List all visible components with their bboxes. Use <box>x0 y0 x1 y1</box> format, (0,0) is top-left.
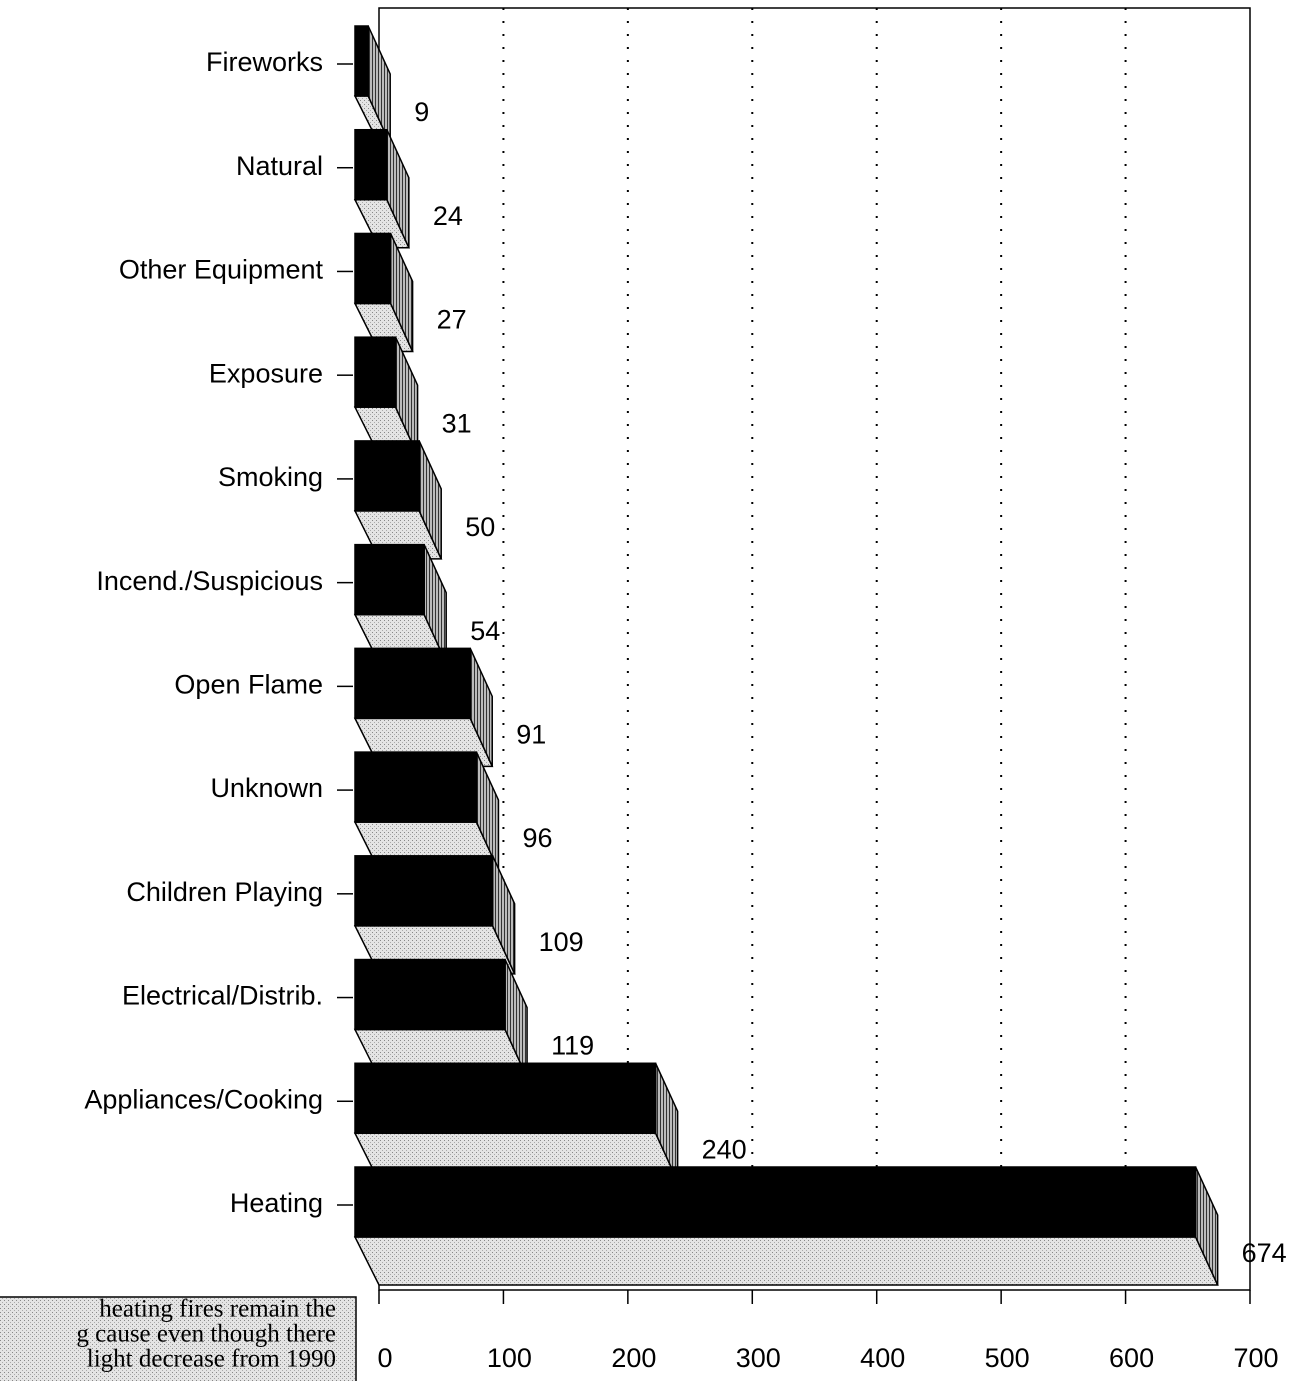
annotation-line: g cause even though there <box>76 1321 336 1348</box>
value-label: 24 <box>433 201 463 231</box>
value-label: 96 <box>522 823 552 853</box>
bar-bottom-face <box>353 1236 1219 1286</box>
value-label: 9 <box>414 97 429 127</box>
bar <box>354 958 506 1031</box>
y-tick-label: Other Equipment <box>119 255 324 285</box>
y-tick-label: Heating <box>230 1188 323 1218</box>
value-label: 27 <box>437 305 467 335</box>
bar <box>354 751 478 823</box>
bar <box>354 336 397 408</box>
value-label: 119 <box>551 1031 594 1061</box>
y-tick-label: Unknown <box>210 773 323 803</box>
y-tick-label: Open Flame <box>174 669 323 699</box>
x-tick-label: 300 <box>736 1343 781 1373</box>
value-label: 50 <box>465 512 495 542</box>
value-label: 674 <box>1242 1238 1287 1268</box>
x-tick-label: 600 <box>1109 1343 1154 1373</box>
y-tick-label: Natural <box>236 151 323 181</box>
value-label: 91 <box>516 719 546 749</box>
x-tick-label: 700 <box>1233 1343 1278 1373</box>
bar <box>354 855 494 927</box>
value-label: 31 <box>442 408 472 438</box>
y-tick-label: Electrical/Distrib. <box>122 981 323 1011</box>
bar <box>354 440 420 512</box>
bar <box>354 128 388 201</box>
bar <box>354 232 392 305</box>
bar <box>354 1166 1197 1238</box>
y-tick-label: Fireworks <box>206 47 323 77</box>
bar <box>354 1062 657 1135</box>
x-tick-label: 100 <box>487 1343 532 1373</box>
y-tick-label: Children Playing <box>126 877 323 907</box>
value-label: 54 <box>470 616 500 646</box>
bar <box>354 543 425 616</box>
bar <box>354 647 471 720</box>
bar <box>354 25 369 97</box>
annotation-line: light decrease from 1990 <box>87 1346 336 1373</box>
x-tick-label: 400 <box>860 1343 905 1373</box>
y-tick-label: Incend./Suspicious <box>96 566 323 596</box>
x-tick-label: 500 <box>985 1343 1030 1373</box>
y-tick-label: Exposure <box>209 358 323 388</box>
value-label: 109 <box>539 927 584 957</box>
x-tick-label: 200 <box>611 1343 656 1373</box>
y-tick-label: Smoking <box>218 462 323 492</box>
annotation-line: heating fires remain the <box>99 1296 336 1323</box>
y-tick-label: Appliances/Cooking <box>84 1084 323 1114</box>
value-label: 240 <box>702 1134 747 1164</box>
x-tick-label: 0 <box>377 1343 392 1373</box>
